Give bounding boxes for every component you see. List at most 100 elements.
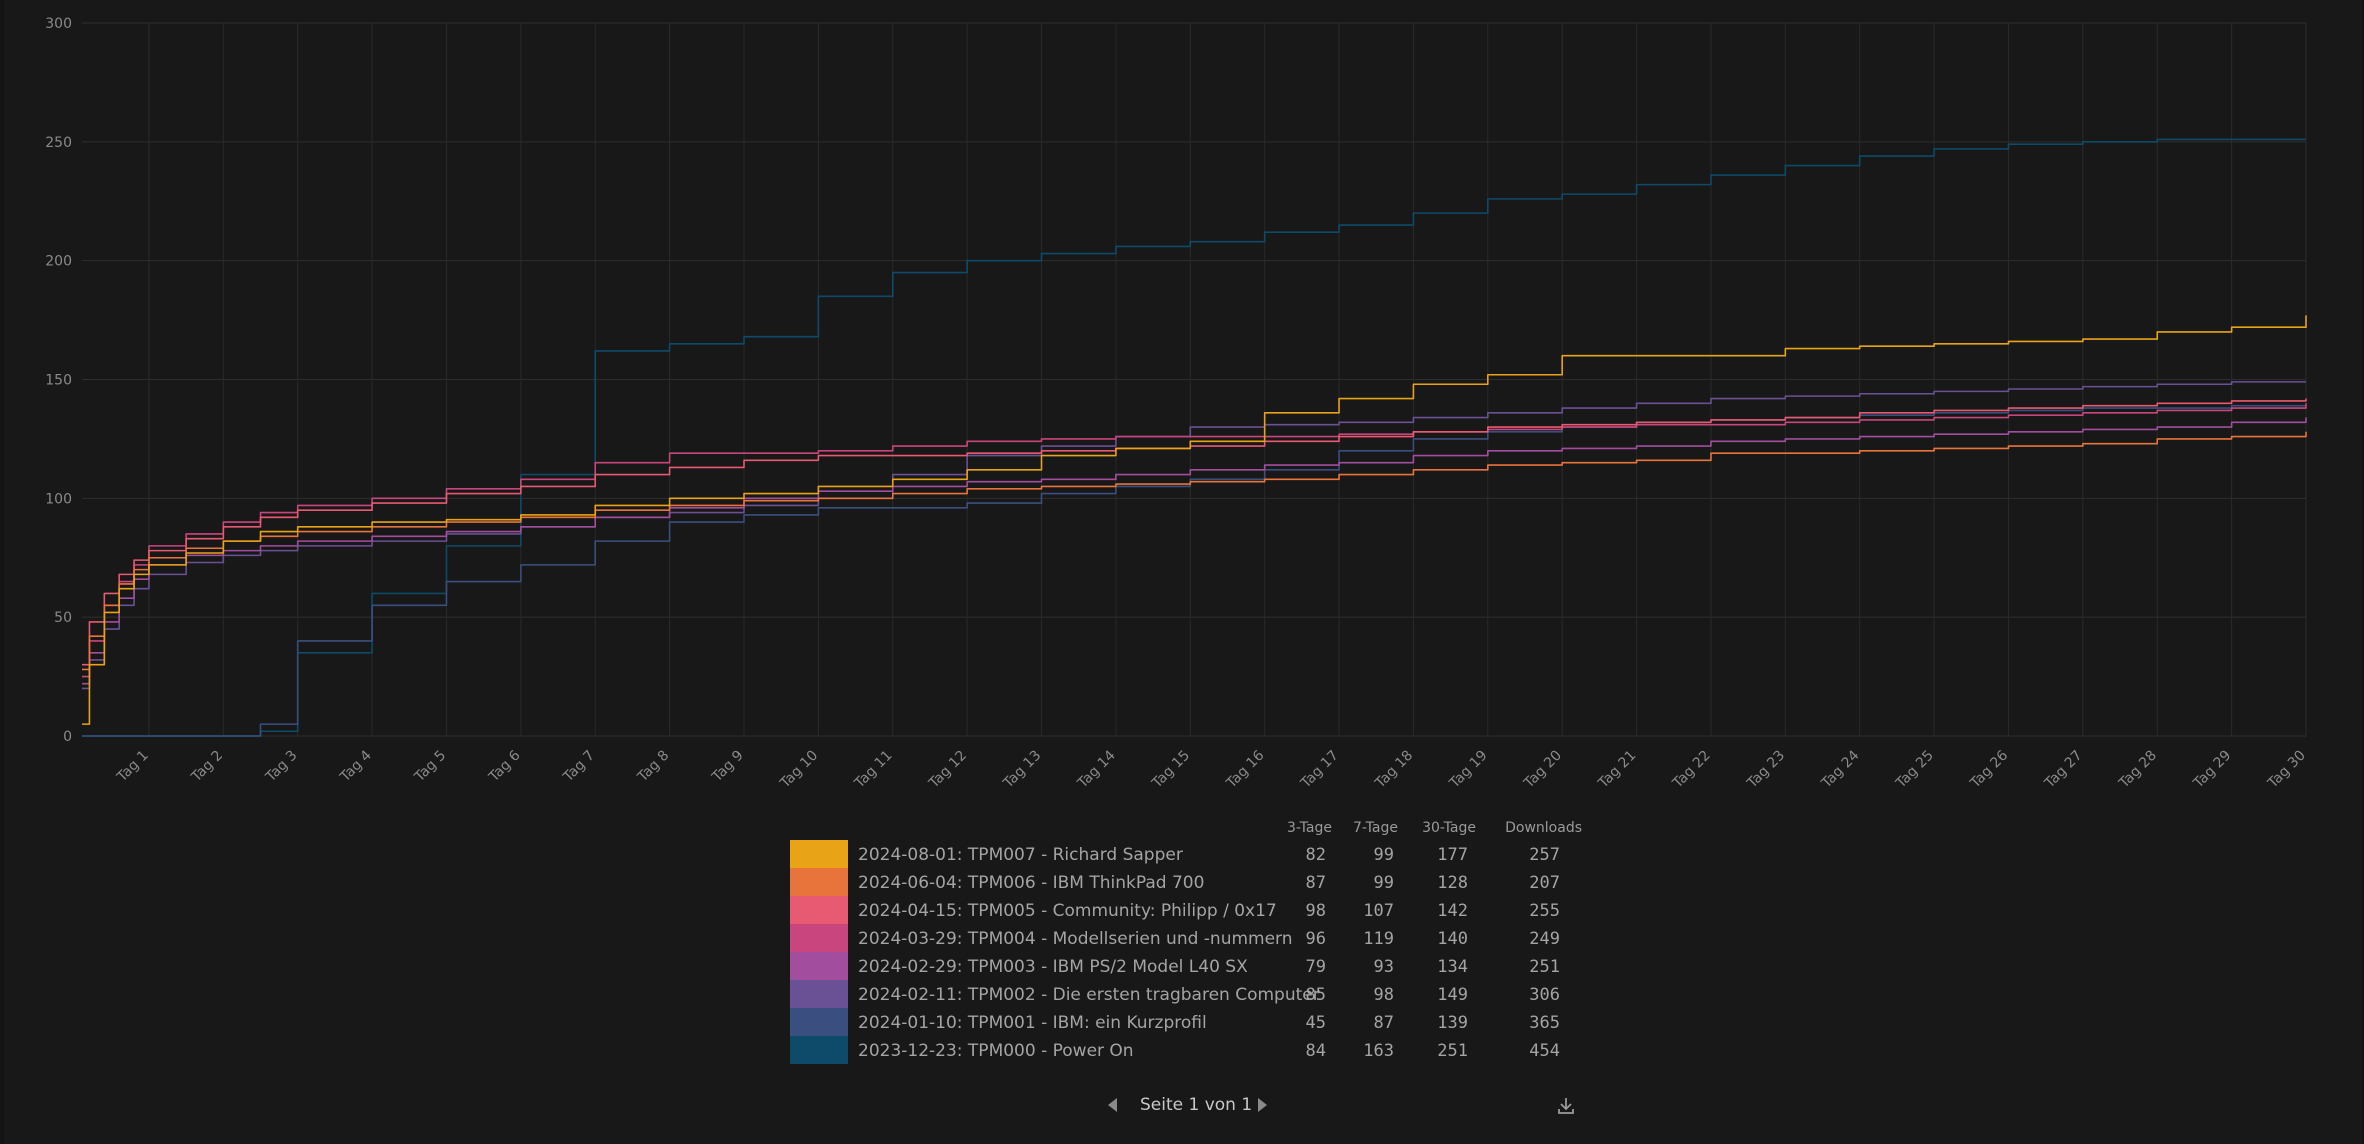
value-7-tage: 119: [1363, 929, 1394, 949]
legend-swatch[interactable]: [790, 924, 848, 952]
legend-table: 3-Tage 7-Tage 30-Tage Downloads 2024-08-…: [790, 818, 1582, 1064]
x-tick-label: Tag 5: [411, 748, 449, 786]
x-tick-label: Tag 17: [1297, 748, 1342, 793]
x-tick-label: Tag 10: [777, 748, 822, 793]
legend-label: 2024-06-04: TPM006 - IBM ThinkPad 700: [858, 873, 1205, 893]
header-downloads[interactable]: Downloads: [1505, 820, 1582, 836]
value-30-tage: 140: [1437, 929, 1468, 949]
value-downloads: 257: [1529, 845, 1560, 865]
value-3-tage: 87: [1305, 873, 1326, 893]
legend-swatch[interactable]: [790, 868, 848, 896]
series-line: [82, 138, 2306, 737]
series-line: [82, 417, 2307, 685]
x-tick-label: Tag 4: [337, 747, 375, 785]
caret-left-icon[interactable]: [1108, 1098, 1117, 1112]
value-downloads: 255: [1529, 901, 1560, 921]
legend-row[interactable]: 2024-04-15: TPM005 - Community: Philipp …: [790, 896, 1578, 924]
y-tick-label: 0: [63, 729, 72, 745]
value-30-tage: 128: [1437, 873, 1468, 893]
value-30-tage: 251: [1437, 1041, 1468, 1061]
x-tick-label: Tag 1: [114, 748, 152, 786]
value-3-tage: 79: [1305, 957, 1326, 977]
caret-right-icon[interactable]: [1258, 1098, 1267, 1112]
x-tick-label: Tag 2: [188, 748, 226, 786]
x-tick-label: Tag 7: [560, 748, 598, 786]
value-7-tage: 93: [1373, 957, 1394, 977]
x-tick-label: Tag 18: [1372, 748, 1417, 793]
header-30-tage[interactable]: 30-Tage: [1422, 820, 1476, 836]
value-downloads: 365: [1529, 1013, 1560, 1033]
y-tick-label: 150: [45, 373, 72, 389]
series-line: [82, 431, 2307, 671]
legend-row[interactable]: 2023-12-23: TPM000 - Power On 84 163 251 454: [790, 1036, 1578, 1064]
legend-label: 2024-08-01: TPM007 - Richard Sapper: [858, 845, 1183, 865]
legend-swatch[interactable]: [790, 952, 848, 980]
value-7-tage: 99: [1373, 845, 1394, 865]
legend-row[interactable]: 2024-06-04: TPM006 - IBM ThinkPad 700 87 9…: [790, 868, 1578, 896]
header-3-tage[interactable]: 3-Tage: [1287, 820, 1332, 836]
series-line: [82, 403, 2307, 678]
x-tick-label: Tag 28: [2116, 748, 2161, 793]
value-30-tage: 142: [1437, 901, 1468, 921]
legend-row[interactable]: 2024-02-11: TPM002 - Die ersten tragbare…: [790, 980, 1578, 1008]
legend-label: 2024-02-29: TPM003 - IBM PS/2 Model L40 …: [858, 957, 1248, 977]
legend-swatch[interactable]: [790, 1008, 848, 1036]
legend-swatch[interactable]: [790, 980, 848, 1008]
value-3-tage: 98: [1305, 901, 1326, 921]
series-line: [82, 404, 2306, 737]
x-tick-label: Tag 21: [1595, 748, 1640, 793]
legend-row[interactable]: 2024-08-01: TPM007 - Richard Sapper 82 99 1…: [790, 840, 1578, 868]
legend-label: 2023-12-23: TPM000 - Power On: [858, 1041, 1134, 1061]
x-tick-label: Tag 16: [1223, 747, 1268, 792]
value-30-tage: 149: [1437, 985, 1468, 1005]
x-tick-label: Tag 13: [1000, 748, 1045, 793]
x-tick-label: Tag 23: [1744, 748, 1789, 793]
legend-row[interactable]: 2024-01-10: TPM001 - IBM: ein Kurzprofil…: [790, 1008, 1578, 1036]
legend-swatch[interactable]: [790, 840, 848, 868]
y-tick-label: 300: [45, 16, 72, 32]
y-tick-label: 50: [54, 610, 72, 626]
legend-label: 2024-04-15: TPM005 - Community: Philipp …: [858, 901, 1277, 921]
line-chart: 0 50 100 150 200 250 300 Tag 1 Tag 2 Tag 3 Tag 4 Ta…: [45, 16, 2309, 793]
value-3-tage: 96: [1305, 929, 1326, 949]
x-tick-label: Tag 3: [262, 748, 300, 786]
x-tick-label: Tag 29: [2190, 748, 2235, 793]
x-tick-label: Tag 26: [1967, 747, 2012, 792]
x-tick-label: Tag 6: [485, 747, 523, 785]
x-tick-label: Tag 12: [925, 748, 970, 793]
download-icon[interactable]: [1554, 1094, 1578, 1118]
series-line: [82, 315, 2307, 725]
value-downloads: 306: [1529, 985, 1560, 1005]
x-tick-label: Tag 22: [1669, 748, 1714, 793]
value-downloads: 207: [1529, 873, 1560, 893]
y-tick-label: 200: [45, 254, 72, 270]
legend-label: 2024-02-11: TPM002 - Die ersten tragbare…: [858, 985, 1320, 1005]
x-tick-label: Tag 24: [1818, 747, 1863, 792]
value-downloads: 249: [1529, 929, 1560, 949]
x-tick-label: Tag 8: [634, 748, 672, 786]
x-tick-label: Tag 9: [709, 748, 747, 786]
value-downloads: 251: [1529, 957, 1560, 977]
x-tick-label: Tag 30: [2264, 748, 2309, 793]
value-30-tage: 139: [1437, 1013, 1468, 1033]
y-tick-label: 250: [45, 135, 72, 151]
legend-row[interactable]: 2024-02-29: TPM003 - IBM PS/2 Model L40 …: [790, 952, 1578, 980]
x-tick-label: Tag 15: [1149, 748, 1194, 793]
legend-label: 2024-03-29: TPM004 - Modellserien und -n…: [858, 929, 1293, 949]
value-7-tage: 99: [1373, 873, 1394, 893]
x-tick-label: Tag 19: [1446, 748, 1491, 793]
chart-panel: 0 50 100 150 200 250 300 Tag 1 Tag 2 Tag 3 Tag 4 Ta…: [4, 0, 2362, 1144]
page-indicator: Seite 1 von 1: [1140, 1095, 1253, 1115]
legend-row[interactable]: 2024-03-29: TPM004 - Modellserien und -n…: [790, 924, 1578, 952]
legend-swatch[interactable]: [790, 896, 848, 924]
header-7-tage[interactable]: 7-Tage: [1353, 820, 1398, 836]
value-downloads: 454: [1529, 1041, 1560, 1061]
x-tick-label: Tag 27: [2041, 748, 2086, 793]
value-7-tage: 87: [1373, 1013, 1394, 1033]
value-3-tage: 45: [1305, 1013, 1326, 1033]
x-tick-label: Tag 11: [851, 748, 896, 793]
value-3-tage: 85: [1305, 985, 1326, 1005]
legend-swatch[interactable]: [790, 1036, 848, 1064]
value-30-tage: 177: [1437, 845, 1468, 865]
value-3-tage: 84: [1305, 1041, 1326, 1061]
